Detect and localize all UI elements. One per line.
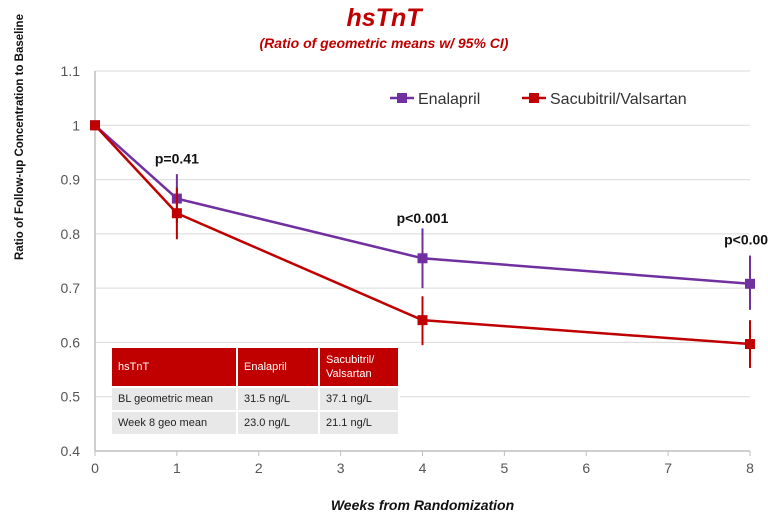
table-header-cell: hsTnT bbox=[112, 348, 238, 387]
x-tick-label: 6 bbox=[582, 460, 590, 476]
y-tick-label: 0.6 bbox=[61, 334, 81, 350]
summary-table-header: hsTnT Enalapril Sacubitril/ Valsartan bbox=[112, 348, 400, 387]
x-tick-label: 7 bbox=[664, 460, 672, 476]
table-cell: 31.5 ng/L bbox=[237, 386, 320, 411]
x-tick-label: 0 bbox=[91, 460, 99, 476]
p-value-label: p=0.41 bbox=[155, 150, 199, 166]
data-point bbox=[745, 278, 755, 289]
legend-label: Sacubitril/Valsartan bbox=[550, 91, 687, 108]
y-tick-label: 0.5 bbox=[61, 389, 81, 405]
x-tick-label: 4 bbox=[419, 460, 427, 476]
series-line bbox=[94, 124, 751, 346]
table-row: BL geometric mean 31.5 ng/L 37.1 ng/L bbox=[112, 386, 400, 411]
x-axis-label: Weeks from Randomization bbox=[330, 497, 515, 513]
legend-marker bbox=[529, 93, 539, 103]
chart-subtitle: (Ratio of geometric means w/ 95% CI) bbox=[259, 35, 509, 51]
data-point bbox=[745, 339, 755, 350]
x-tick-label: 3 bbox=[337, 460, 345, 476]
table-cell: 23.0 ng/L bbox=[237, 410, 320, 434]
x-tick-label: 8 bbox=[746, 460, 754, 476]
data-point bbox=[90, 120, 100, 131]
y-tick-label: 0.9 bbox=[61, 172, 81, 188]
y-tick-label: 0.4 bbox=[61, 443, 81, 459]
p-value-label: p<0.001 bbox=[397, 210, 449, 226]
data-point bbox=[171, 208, 182, 219]
table-header-cell: Sacubitril/ Valsartan bbox=[319, 348, 400, 387]
table-header-cell: Enalapril bbox=[237, 348, 320, 387]
x-tick-label: 2 bbox=[255, 460, 263, 476]
table-cell: Week 8 geo mean bbox=[112, 410, 238, 434]
summary-table: hsTnT Enalapril Sacubitril/ Valsartan BL… bbox=[112, 348, 400, 434]
table-cell: 21.1 ng/L bbox=[319, 410, 400, 434]
table-cell: 37.1 ng/L bbox=[319, 386, 400, 411]
table-cell: BL geometric mean bbox=[112, 386, 238, 411]
y-tick-label: 0.7 bbox=[61, 280, 81, 296]
y-tick-label: 0.8 bbox=[61, 226, 81, 242]
x-tick-label: 5 bbox=[500, 460, 508, 476]
p-value-label: p<0.001 bbox=[724, 232, 768, 248]
chart-title: hsTnT bbox=[346, 4, 422, 32]
legend-marker bbox=[397, 93, 407, 103]
data-point bbox=[417, 253, 428, 264]
legend-label: Enalapril bbox=[418, 91, 480, 108]
x-tick-label: 1 bbox=[173, 460, 181, 476]
y-axis-label: Ratio of Follow-up Concentration to Base… bbox=[14, 14, 26, 260]
y-tick-label: 1 bbox=[72, 117, 80, 133]
y-tick-label: 1.1 bbox=[61, 63, 81, 79]
data-point bbox=[417, 315, 428, 326]
series-line bbox=[94, 124, 751, 286]
table-row: Week 8 geo mean 23.0 ng/L 21.1 ng/L bbox=[112, 410, 400, 434]
